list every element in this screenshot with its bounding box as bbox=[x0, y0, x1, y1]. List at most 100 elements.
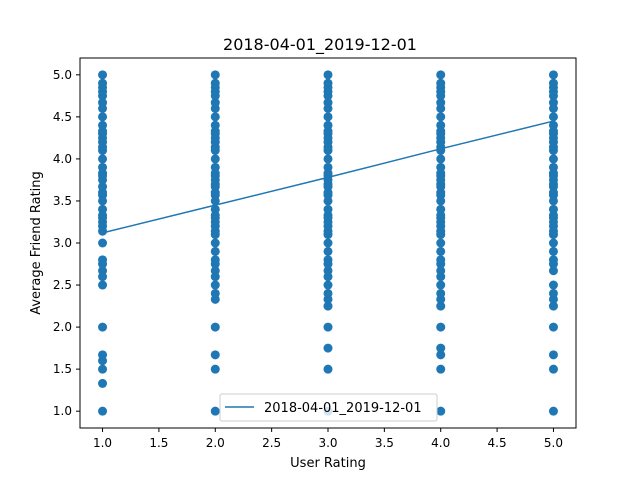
x-tick-label: 5.0 bbox=[544, 436, 563, 450]
scatter-point bbox=[548, 301, 558, 311]
scatter-point bbox=[548, 246, 558, 256]
scatter-point bbox=[210, 162, 220, 172]
scatter-point bbox=[548, 154, 558, 164]
x-tick-label: 2.0 bbox=[206, 436, 225, 450]
scatter-point bbox=[548, 98, 558, 108]
scatter-point bbox=[98, 238, 108, 248]
scatter-point bbox=[548, 238, 558, 248]
scatter-point bbox=[323, 288, 333, 298]
scatter-point bbox=[210, 322, 220, 332]
scatter-point bbox=[436, 343, 446, 353]
scatter-point bbox=[323, 246, 333, 256]
scatter-point bbox=[436, 255, 446, 265]
x-axis-label: User Rating bbox=[290, 456, 366, 471]
scatter-point bbox=[210, 350, 220, 360]
scatter-point bbox=[210, 406, 220, 416]
legend-label: 2018-04-01_2019-12-01 bbox=[264, 401, 422, 416]
scatter-point bbox=[323, 70, 333, 80]
scatter-point bbox=[436, 238, 446, 248]
y-axis-ticks: 1.0 1.5 2.0 2.5 3.0 3.5 4.0 4.5 5.0 bbox=[53, 68, 80, 418]
scatter-point bbox=[436, 246, 446, 256]
scatter-point bbox=[98, 266, 108, 276]
scatter-point bbox=[98, 255, 108, 265]
scatter-point bbox=[436, 364, 446, 374]
scatter-point bbox=[323, 162, 333, 172]
scatter-point bbox=[548, 255, 558, 265]
scatter-point bbox=[210, 70, 220, 80]
scatter-point bbox=[436, 322, 446, 332]
x-tick-label: 1.0 bbox=[93, 436, 112, 450]
scatter-point bbox=[323, 322, 333, 332]
scatter-point bbox=[548, 266, 558, 276]
scatter-point bbox=[436, 154, 446, 164]
scatter-point bbox=[210, 255, 220, 265]
scatter-point bbox=[548, 78, 558, 88]
scatter-point bbox=[436, 162, 446, 172]
scatter-point bbox=[436, 98, 446, 108]
scatter-point bbox=[210, 266, 220, 276]
scatter-point bbox=[548, 280, 558, 290]
scatter-point bbox=[323, 154, 333, 164]
scatter-point bbox=[548, 70, 558, 80]
scatter-point bbox=[98, 112, 108, 122]
scatter-point bbox=[98, 280, 108, 290]
y-tick-label: 2.0 bbox=[53, 320, 72, 334]
scatter-point bbox=[323, 112, 333, 122]
scatter-point bbox=[548, 322, 558, 332]
scatter-point bbox=[323, 78, 333, 88]
scatter-point bbox=[210, 112, 220, 122]
scatter-point bbox=[98, 162, 108, 172]
x-tick-label: 3.0 bbox=[318, 436, 337, 450]
scatter-point bbox=[436, 266, 446, 276]
legend: 2018-04-01_2019-12-01 bbox=[219, 393, 438, 422]
scatter-point bbox=[98, 364, 108, 374]
scatter-point bbox=[548, 364, 558, 374]
x-tick-label: 2.5 bbox=[262, 436, 281, 450]
scatter-point bbox=[98, 120, 108, 130]
scatter-point bbox=[210, 204, 220, 214]
scatter-point bbox=[436, 70, 446, 80]
scatter-point bbox=[548, 112, 558, 122]
trend-line bbox=[102, 120, 554, 234]
scatter-point bbox=[210, 364, 220, 374]
y-tick-label: 1.5 bbox=[53, 362, 72, 376]
scatter-point bbox=[436, 350, 446, 360]
y-tick-label: 2.5 bbox=[53, 278, 72, 292]
scatter-point bbox=[98, 406, 108, 416]
scatter-point bbox=[436, 78, 446, 88]
scatter-point bbox=[548, 288, 558, 298]
scatter-point bbox=[210, 78, 220, 88]
scatter-point bbox=[548, 204, 558, 214]
scatter-point bbox=[210, 238, 220, 248]
scatter-point bbox=[98, 154, 108, 164]
scatter-point bbox=[210, 288, 220, 298]
scatter-point bbox=[548, 406, 558, 416]
x-tick-label: 3.5 bbox=[375, 436, 394, 450]
y-tick-label: 4.5 bbox=[53, 110, 72, 124]
scatter-point bbox=[210, 98, 220, 108]
scatter-point bbox=[323, 255, 333, 265]
scatter-point bbox=[548, 350, 558, 360]
scatter-point bbox=[323, 301, 333, 311]
scatter-point bbox=[98, 78, 108, 88]
legend-box bbox=[219, 393, 438, 422]
scatter-point bbox=[323, 204, 333, 214]
scatter-point bbox=[98, 322, 108, 332]
y-tick-label: 5.0 bbox=[53, 68, 72, 82]
scatter-point bbox=[436, 280, 446, 290]
line-layer bbox=[102, 120, 554, 234]
y-tick-label: 1.0 bbox=[53, 404, 72, 418]
scatter-point bbox=[98, 182, 108, 192]
scatter-point bbox=[98, 98, 108, 108]
scatter-point bbox=[436, 301, 446, 311]
y-tick-label: 3.0 bbox=[53, 236, 72, 250]
scatter-point bbox=[323, 280, 333, 290]
chart-title: 2018-04-01_2019-12-01 bbox=[223, 35, 417, 55]
scatter-point bbox=[323, 343, 333, 353]
x-tick-label: 1.5 bbox=[149, 436, 168, 450]
scatter-point bbox=[436, 406, 446, 416]
scatter-point bbox=[436, 120, 446, 130]
scatter-point bbox=[323, 266, 333, 276]
scatter-point bbox=[210, 154, 220, 164]
